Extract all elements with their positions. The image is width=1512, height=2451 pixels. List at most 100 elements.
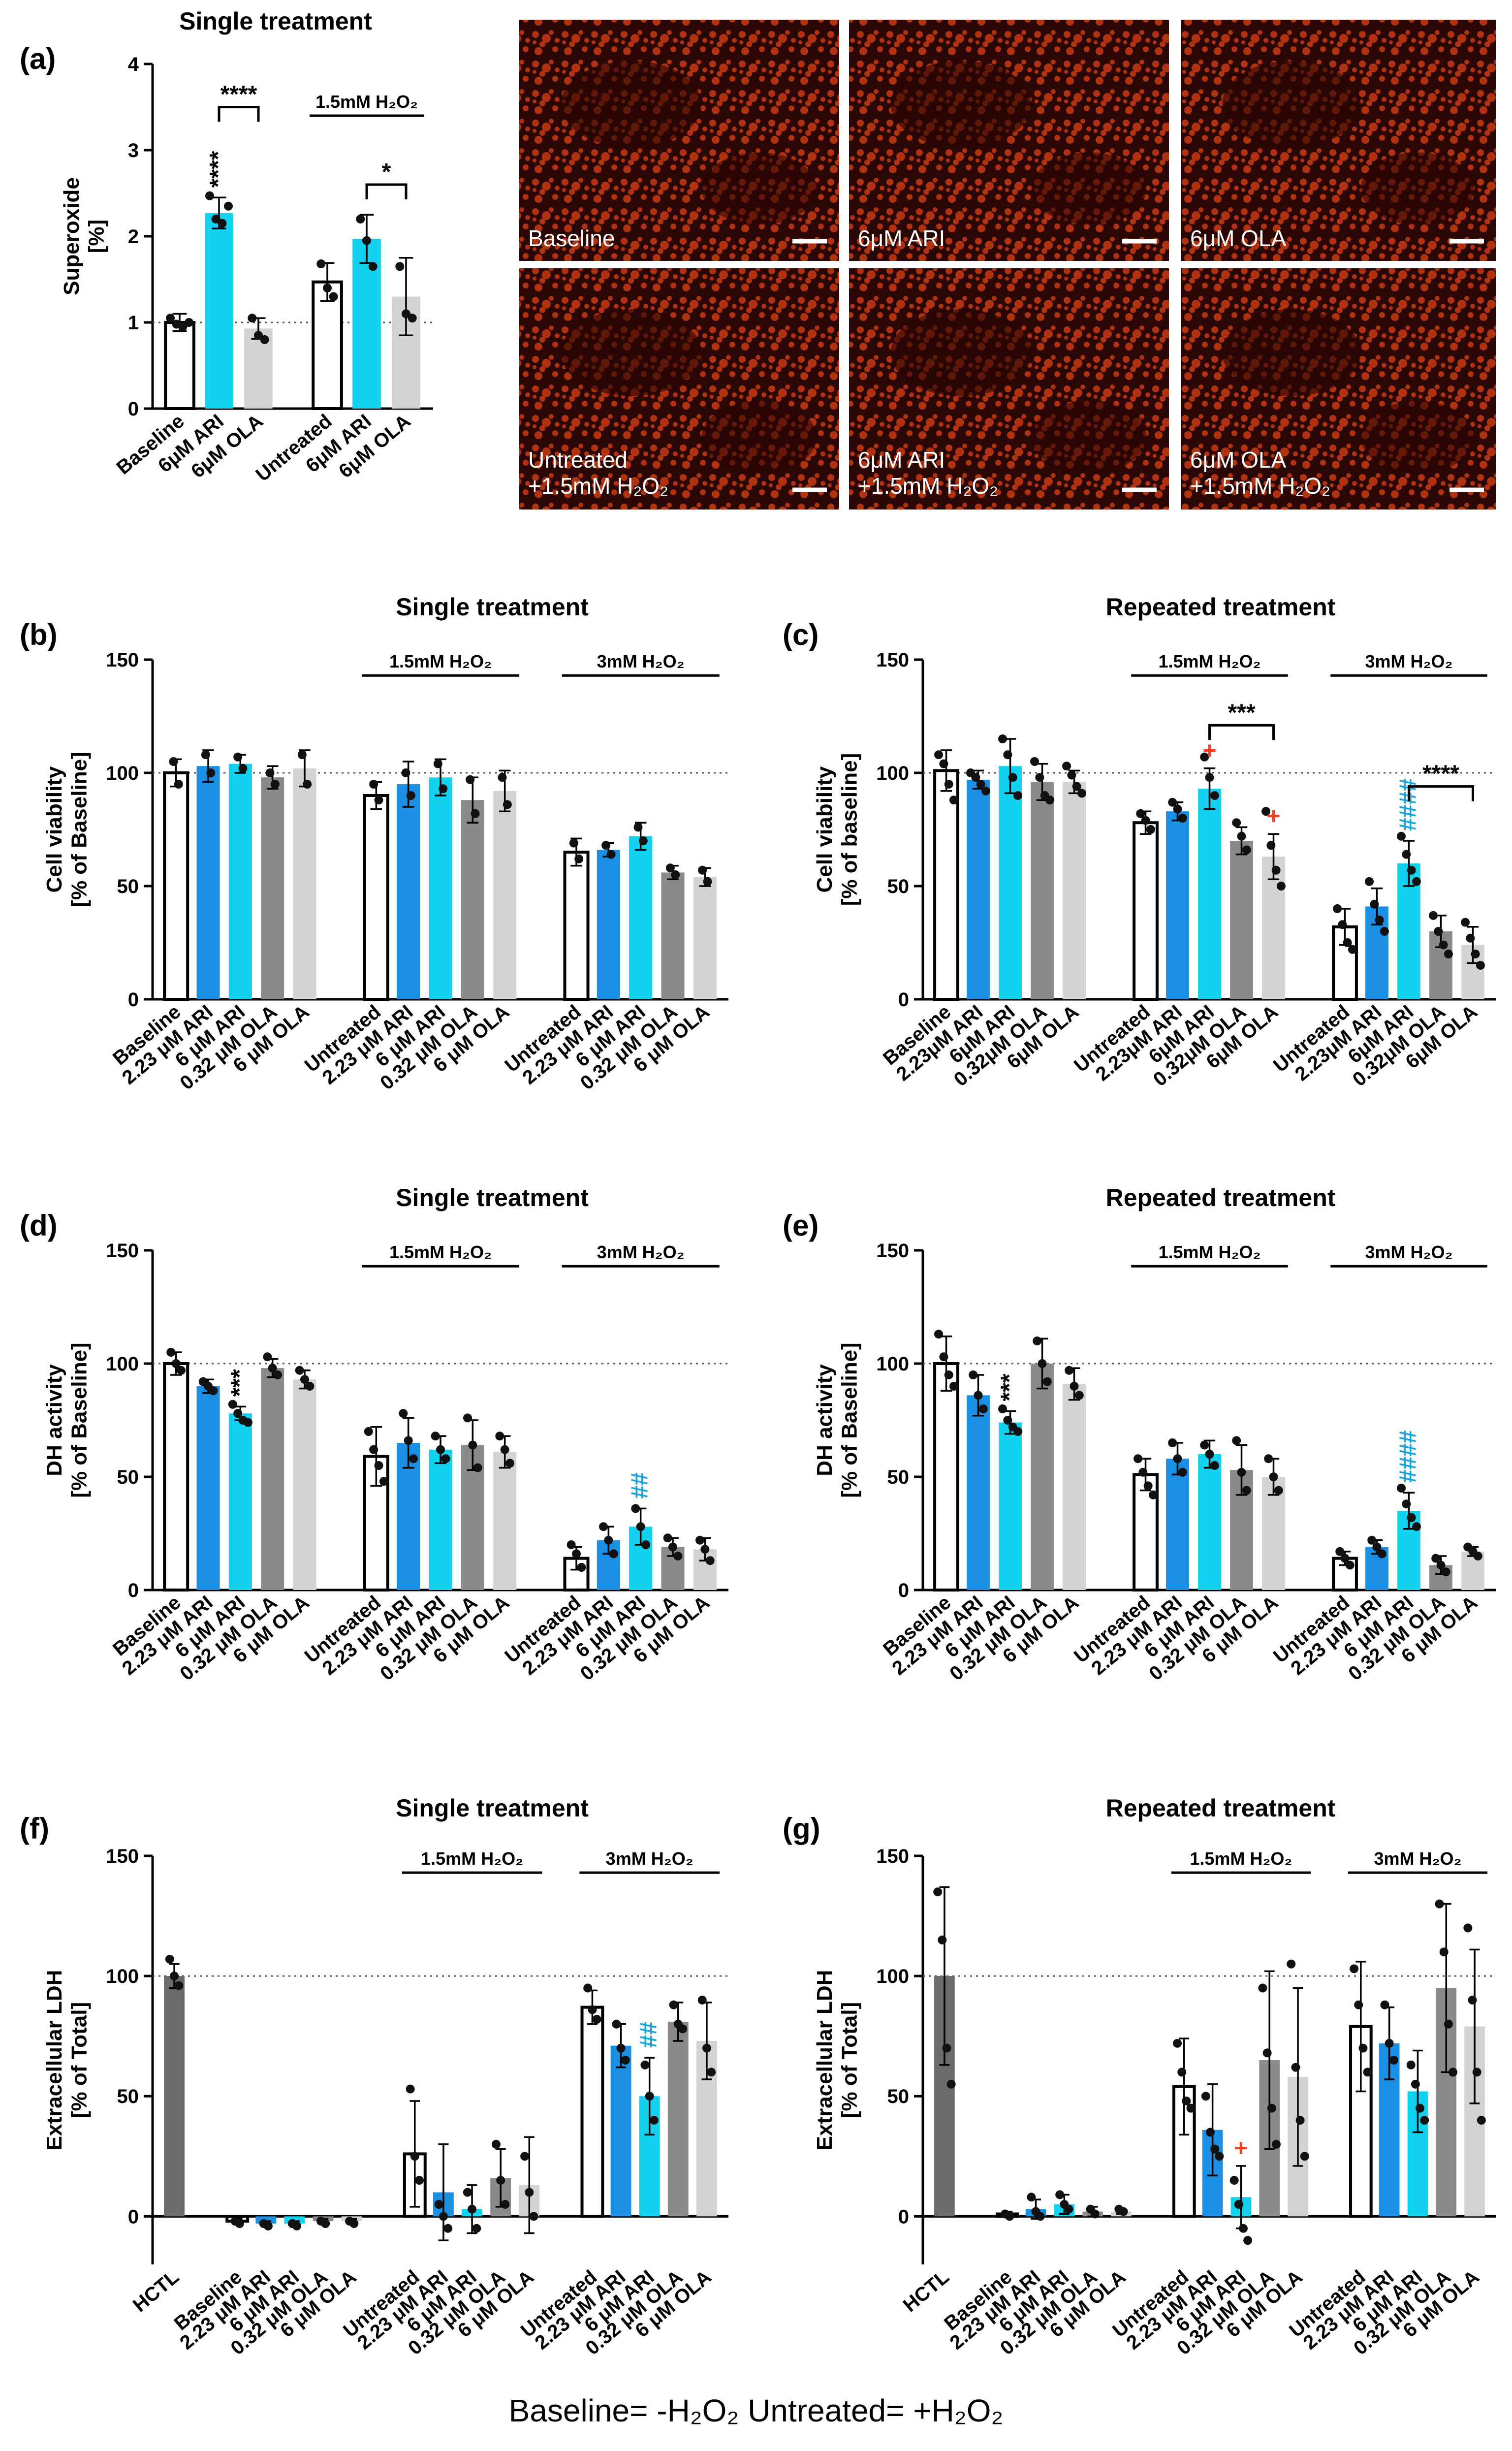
data-point — [525, 2188, 534, 2197]
data-point — [1375, 916, 1384, 924]
data-point — [1377, 1549, 1386, 1559]
bar — [261, 777, 284, 999]
micrograph-label: 6μM ARI +1.5mM H₂O₂ — [858, 447, 998, 499]
data-point — [406, 791, 415, 800]
data-point — [1033, 1337, 1042, 1345]
bar — [1133, 821, 1159, 1001]
text-line: DH activity — [813, 1364, 837, 1476]
bar — [667, 2021, 689, 2217]
panel-label: (b) — [20, 618, 58, 651]
category-label: HCTL — [129, 2266, 183, 2316]
text-line: [%] — [85, 220, 109, 253]
bar — [610, 2045, 631, 2217]
data-point — [636, 1522, 645, 1531]
data-point — [567, 1540, 576, 1549]
significance-mark: + — [1266, 803, 1280, 829]
micrograph — [849, 268, 1169, 509]
y-tick-label: 0 — [898, 1580, 909, 1601]
y-tick-label: 150 — [876, 1846, 909, 1867]
data-point — [263, 1352, 272, 1362]
data-point — [598, 1522, 608, 1531]
data-point — [1402, 1499, 1411, 1509]
group-label: 3mM H₂O₂ — [597, 1242, 685, 1262]
significance-mark: ## — [627, 1472, 653, 1498]
data-point — [640, 2060, 650, 2069]
y-tick-label: 50 — [117, 1466, 139, 1488]
data-point — [944, 780, 953, 789]
y-tick-label: 150 — [876, 649, 909, 671]
y-axis-label: Superoxide[%] — [60, 177, 109, 295]
data-point — [1042, 1377, 1052, 1386]
data-point — [404, 1436, 413, 1445]
micrograph — [1181, 268, 1496, 509]
bar — [228, 764, 252, 999]
y-axis-label: DH activity[% of Baseline] — [42, 1342, 92, 1497]
bracket-label: * — [382, 159, 391, 185]
panel-label: (c) — [783, 618, 819, 651]
data-point — [379, 1477, 388, 1486]
data-point — [1385, 2038, 1394, 2048]
data-point — [218, 219, 227, 228]
data-point — [1372, 1542, 1382, 1552]
data-point — [1074, 1391, 1084, 1400]
group-label: 3mM H₂O₂ — [597, 651, 685, 671]
data-point — [233, 752, 243, 762]
group-label: 3mM H₂O₂ — [1365, 1242, 1452, 1262]
data-point — [1264, 1454, 1273, 1464]
dark-patch — [1031, 401, 1147, 474]
text-line: +1.5mM H₂O₂ — [528, 473, 668, 499]
data-point — [1035, 773, 1044, 782]
micrograph — [849, 20, 1169, 261]
bar — [629, 836, 653, 999]
data-point — [228, 1400, 237, 1409]
data-point — [1138, 1467, 1148, 1477]
data-point — [1267, 2103, 1276, 2113]
data-point — [439, 784, 448, 794]
bar — [293, 1379, 316, 1590]
data-point — [1148, 1490, 1158, 1499]
data-point — [248, 314, 257, 323]
data-point — [329, 292, 338, 301]
category-label: HCTL — [899, 2266, 953, 2316]
data-point — [1477, 2116, 1486, 2125]
y-tick-label: 4 — [128, 54, 139, 75]
data-point — [1201, 2092, 1210, 2101]
data-point — [698, 865, 707, 875]
bar — [1063, 1384, 1086, 1590]
micrograph-label: Baseline — [528, 225, 615, 251]
data-point — [1476, 961, 1485, 970]
bar — [1198, 1454, 1221, 1590]
data-point — [707, 2068, 716, 2077]
micrograph-label: Untreated +1.5mM H₂O₂ — [528, 447, 668, 499]
text-line: Superoxide — [60, 177, 84, 295]
data-point — [233, 1409, 243, 1418]
dark-patch — [1031, 152, 1147, 225]
data-point — [303, 780, 312, 789]
text-line: 6μM OLA — [1190, 447, 1287, 473]
data-point — [356, 215, 365, 223]
data-point — [1027, 2193, 1036, 2202]
data-point — [260, 335, 269, 344]
data-point — [1077, 789, 1086, 798]
data-point — [976, 780, 985, 789]
data-point — [1141, 816, 1150, 825]
data-point — [1237, 1467, 1246, 1477]
data-point — [649, 2116, 659, 2125]
bar — [429, 777, 452, 999]
y-tick-label: 50 — [887, 1466, 910, 1488]
data-point — [1416, 2103, 1425, 2113]
y-tick-label: 1 — [128, 312, 139, 334]
data-point — [235, 2219, 244, 2228]
data-point — [1333, 904, 1342, 913]
micrograph-label: 6μM OLA +1.5mM H₂O₂ — [1190, 447, 1330, 499]
dark-patch — [1222, 61, 1361, 148]
data-point — [1345, 1560, 1354, 1570]
text-line: [% of Baseline] — [838, 1342, 862, 1497]
data-point — [491, 2139, 501, 2149]
data-point — [316, 259, 326, 268]
data-point — [1444, 950, 1453, 958]
data-point — [949, 796, 958, 805]
significance-mark: + — [1234, 2135, 1248, 2162]
chart-c: (c) Repeated treatment 0 50 100 150 Cell viabi… — [783, 593, 1496, 1091]
data-point — [1271, 2139, 1281, 2149]
